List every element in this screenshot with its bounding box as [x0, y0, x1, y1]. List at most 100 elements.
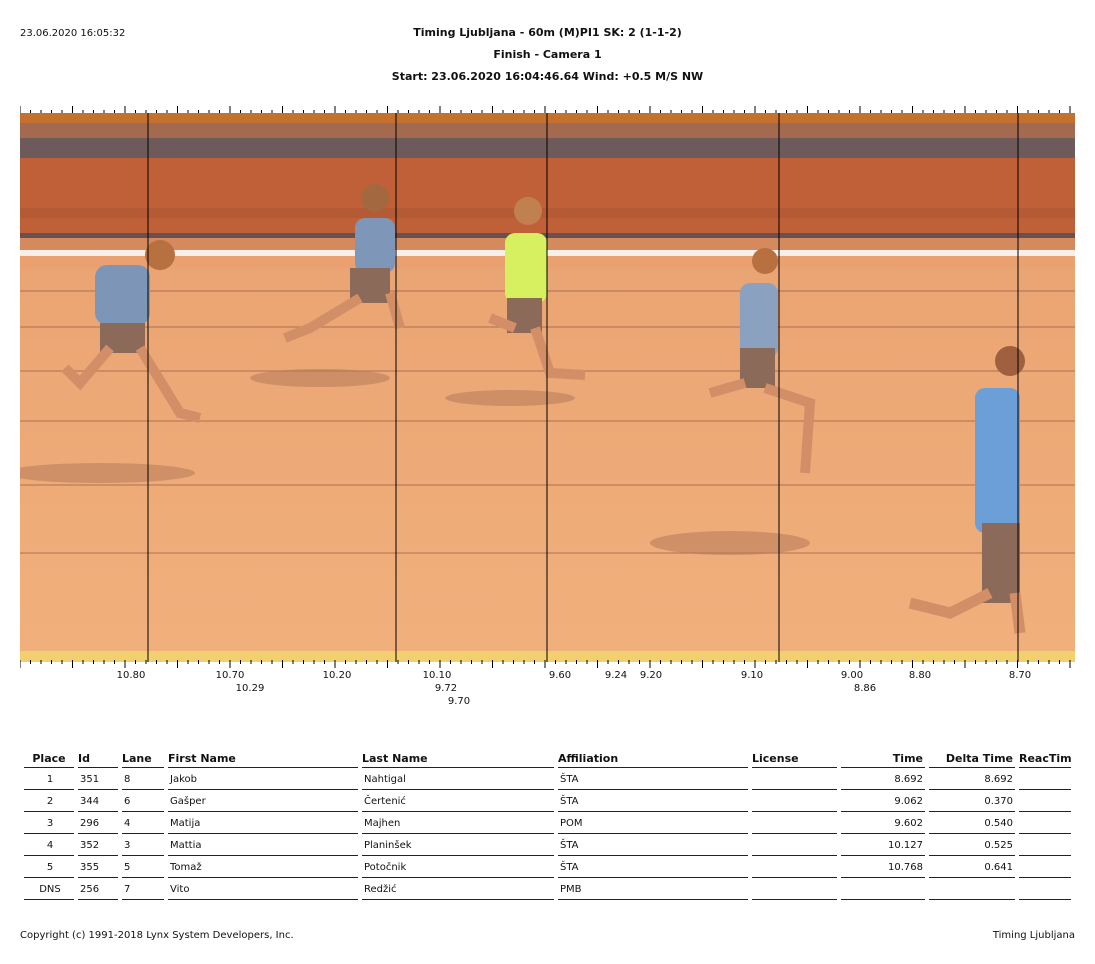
- cell-id: 355: [78, 856, 118, 878]
- cell-license: [752, 834, 837, 856]
- col-place: Place: [24, 751, 74, 768]
- time-label: 9.00: [840, 670, 864, 681]
- cell-delta-time: 0.540: [929, 812, 1015, 834]
- cell-reaction-time: [1019, 834, 1071, 856]
- cell-time: [841, 878, 925, 900]
- cell-license: [752, 878, 837, 900]
- cell-license: [752, 768, 837, 790]
- cell-delta-time: 8.692: [929, 768, 1015, 790]
- col-lane: Lane: [122, 751, 164, 768]
- cell-last-name: Nahtigal: [362, 768, 554, 790]
- table-row: 5 355 5 Tomaž Potočnik ŠTA 10.768 0.641: [24, 856, 1071, 878]
- cell-last-name: Čertenić: [362, 790, 554, 812]
- cell-delta-time: 0.641: [929, 856, 1015, 878]
- cell-license: [752, 790, 837, 812]
- col-delta-time: Delta Time: [929, 751, 1015, 768]
- event-title: Timing Ljubljana - 60m (M)PI1 SK: 2 (1-1…: [413, 26, 682, 39]
- cell-lane: 3: [122, 834, 164, 856]
- cell-affiliation: ŠTA: [558, 768, 748, 790]
- cell-last-name: Potočnik: [362, 856, 554, 878]
- cell-license: [752, 856, 837, 878]
- table-row: 2 344 6 Gašper Čertenić ŠTA 9.062 0.370: [24, 790, 1071, 812]
- cell-id: 352: [78, 834, 118, 856]
- cell-first-name: Matija: [168, 812, 358, 834]
- bottom-tick-axis: [20, 660, 1071, 668]
- cell-lane: 5: [122, 856, 164, 878]
- cell-id: 296: [78, 812, 118, 834]
- cell-place: 5: [24, 856, 74, 878]
- time-label: 9.72: [434, 683, 458, 694]
- cell-place: DNS: [24, 878, 74, 900]
- cell-time: 9.062: [841, 790, 925, 812]
- cell-affiliation: ŠTA: [558, 834, 748, 856]
- col-reaction-time: ReacTim: [1019, 751, 1071, 768]
- cell-affiliation: POM: [558, 812, 748, 834]
- cell-last-name: Majhen: [362, 812, 554, 834]
- cell-time: 8.692: [841, 768, 925, 790]
- col-last-name: Last Name: [362, 751, 554, 768]
- table-row: DNS 256 7 Vito Redžić PMB: [24, 878, 1071, 900]
- table-row: 3 296 4 Matija Majhen POM 9.602 0.540: [24, 812, 1071, 834]
- cell-last-name: Redžić: [362, 878, 554, 900]
- photo-finish-image: [20, 113, 1075, 662]
- table-header-row: Place Id Lane First Name Last Name Affil…: [24, 751, 1071, 768]
- cell-reaction-time: [1019, 878, 1071, 900]
- cell-place: 3: [24, 812, 74, 834]
- cell-first-name: Vito: [168, 878, 358, 900]
- time-label: 8.70: [1008, 670, 1032, 681]
- cell-time: 10.127: [841, 834, 925, 856]
- cell-place: 1: [24, 768, 74, 790]
- cell-affiliation: ŠTA: [558, 790, 748, 812]
- cell-reaction-time: [1019, 856, 1071, 878]
- time-label: 9.20: [639, 670, 663, 681]
- copyright: Copyright (c) 1991-2018 Lynx System Deve…: [20, 930, 294, 941]
- table-row: 1 351 8 Jakob Nahtigal ŠTA 8.692 8.692: [24, 768, 1071, 790]
- cell-id: 344: [78, 790, 118, 812]
- cell-id: 351: [78, 768, 118, 790]
- start-wind-info: Start: 23.06.2020 16:04:46.64 Wind: +0.5…: [391, 70, 704, 83]
- table-row: 4 352 3 Mattia Planinšek ŠTA 10.127 0.525: [24, 834, 1071, 856]
- cell-delta-time: [929, 878, 1015, 900]
- cell-first-name: Jakob: [168, 768, 358, 790]
- col-id: Id: [78, 751, 118, 768]
- time-label: 8.86: [853, 683, 877, 694]
- results-table: Place Id Lane First Name Last Name Affil…: [20, 751, 1075, 900]
- camera-label: Finish - Camera 1: [493, 48, 602, 61]
- cell-place: 2: [24, 790, 74, 812]
- cell-first-name: Tomaž: [168, 856, 358, 878]
- cell-lane: 8: [122, 768, 164, 790]
- time-label: 9.60: [548, 670, 572, 681]
- time-label: 10.80: [116, 670, 146, 681]
- cell-reaction-time: [1019, 812, 1071, 834]
- time-label: 9.70: [447, 696, 471, 707]
- time-label: 10.20: [322, 670, 352, 681]
- print-timestamp: 23.06.2020 16:05:32: [20, 28, 126, 39]
- cell-last-name: Planinšek: [362, 834, 554, 856]
- time-label: 10.70: [215, 670, 245, 681]
- runner-lane-5: [61, 240, 202, 423]
- cell-id: 256: [78, 878, 118, 900]
- cell-time: 10.768: [841, 856, 925, 878]
- time-label: 9.10: [740, 670, 764, 681]
- cell-delta-time: 0.525: [929, 834, 1015, 856]
- cell-lane: 6: [122, 790, 164, 812]
- cell-lane: 7: [122, 878, 164, 900]
- time-label: 10.29: [235, 683, 265, 694]
- col-first-name: First Name: [168, 751, 358, 768]
- col-time: Time: [841, 751, 925, 768]
- cell-affiliation: PMB: [558, 878, 748, 900]
- cell-first-name: Mattia: [168, 834, 358, 856]
- cell-delta-time: 0.370: [929, 790, 1015, 812]
- cell-affiliation: ŠTA: [558, 856, 748, 878]
- col-affiliation: Affiliation: [558, 751, 748, 768]
- col-license: License: [752, 751, 837, 768]
- footer-org: Timing Ljubljana: [992, 930, 1075, 941]
- cell-lane: 4: [122, 812, 164, 834]
- cell-first-name: Gašper: [168, 790, 358, 812]
- cell-reaction-time: [1019, 790, 1071, 812]
- time-label: 10.10: [422, 670, 452, 681]
- cell-time: 9.602: [841, 812, 925, 834]
- cell-place: 4: [24, 834, 74, 856]
- time-label: 8.80: [908, 670, 932, 681]
- cell-license: [752, 812, 837, 834]
